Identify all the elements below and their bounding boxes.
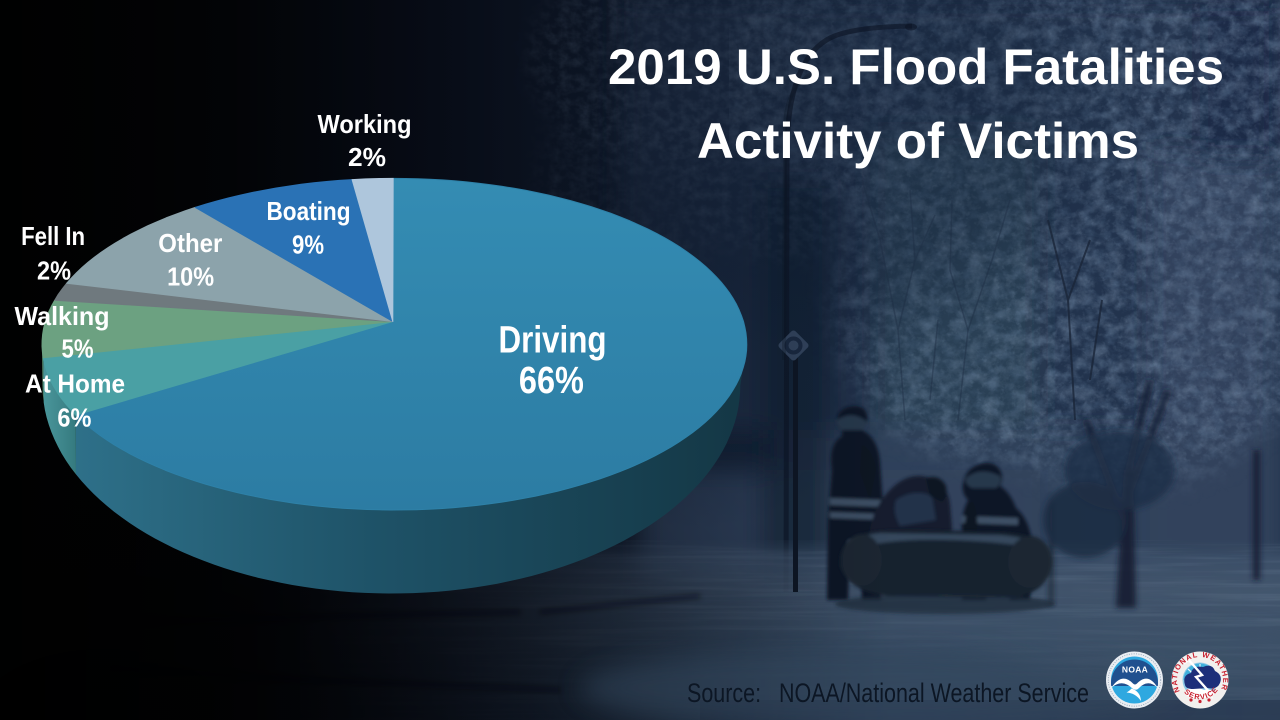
svg-text:2019 U.S. Flood Fatalities: 2019 U.S. Flood Fatalities bbox=[608, 39, 1224, 95]
svg-text:66%: 66% bbox=[519, 360, 584, 402]
svg-text:2%: 2% bbox=[348, 142, 386, 172]
svg-text:Driving: Driving bbox=[499, 320, 607, 362]
svg-text:Working: Working bbox=[318, 109, 412, 139]
svg-text:Fell In: Fell In bbox=[21, 221, 85, 251]
svg-text:5%: 5% bbox=[62, 334, 94, 364]
svg-text:Walking: Walking bbox=[15, 301, 110, 331]
svg-text:Other: Other bbox=[158, 228, 222, 258]
svg-text:At Home: At Home bbox=[25, 369, 125, 399]
svg-text:Boating: Boating bbox=[267, 196, 351, 226]
svg-text:2%: 2% bbox=[37, 255, 71, 285]
svg-text:6%: 6% bbox=[57, 402, 91, 432]
svg-text:9%: 9% bbox=[292, 230, 324, 260]
svg-text:NOAA: NOAA bbox=[1122, 665, 1148, 675]
svg-text:Activity of Victims: Activity of Victims bbox=[697, 113, 1139, 169]
svg-text:Source: NOAA/National Weathe: Source: NOAA/National Weather Service bbox=[687, 678, 1089, 708]
svg-text:10%: 10% bbox=[167, 262, 214, 292]
